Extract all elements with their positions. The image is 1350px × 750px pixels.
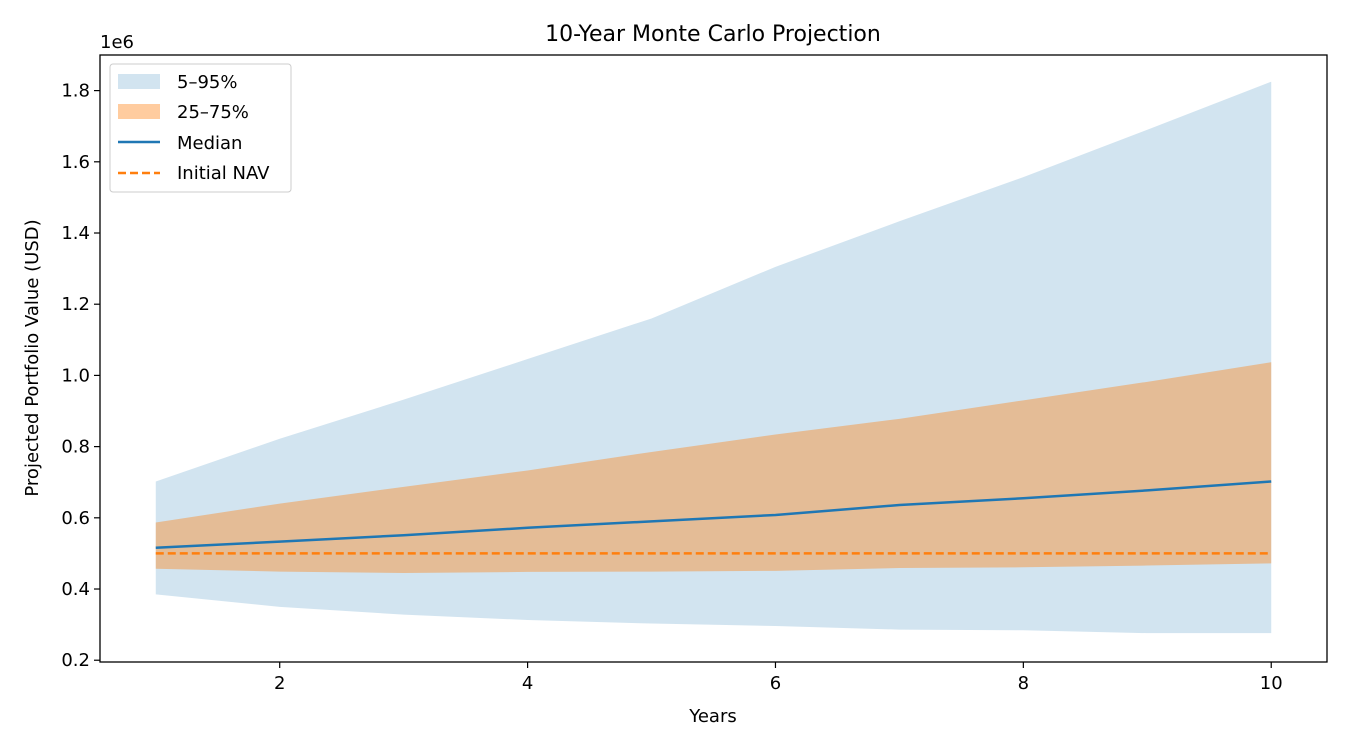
y-tick-label: 0.4 xyxy=(61,579,90,600)
x-axis: 2 4 6 8 10 xyxy=(274,662,1283,694)
legend-swatch-25-75 xyxy=(118,104,160,119)
band-1 xyxy=(155,362,1272,573)
y-tick-label: 0.8 xyxy=(61,437,90,458)
y-axis-offset-text: 1e6 xyxy=(100,32,134,53)
y-tick-label: 1.0 xyxy=(61,365,90,386)
series-line-0 xyxy=(155,480,1272,549)
legend-label-median: Median xyxy=(177,133,242,154)
y-tick-label: 0.2 xyxy=(61,650,90,671)
y-tick-label: 1.2 xyxy=(61,294,90,315)
y-axis: 0.2 0.4 0.6 0.8 1.0 1.2 1.4 1.6 1.8 xyxy=(61,81,100,671)
band-0 xyxy=(155,81,1272,634)
y-tick-label: 1.6 xyxy=(61,152,90,173)
x-tick-label: 2 xyxy=(274,673,285,694)
x-tick-label: 6 xyxy=(770,673,781,694)
legend-swatch-5-95 xyxy=(118,74,160,89)
bands-layer xyxy=(155,81,1272,634)
legend-label-initial-nav: Initial NAV xyxy=(177,163,270,184)
y-axis-label: Projected Portfolio Value (USD) xyxy=(22,219,43,496)
legend: 5–95% 25–75% Median Initial NAV xyxy=(109,63,292,193)
y-tick-label: 0.6 xyxy=(61,508,90,529)
legend-label-25-75: 25–75% xyxy=(177,102,249,123)
y-tick-label: 1.4 xyxy=(61,223,90,244)
legend-frame xyxy=(109,63,292,193)
x-tick-label: 8 xyxy=(1018,673,1029,694)
lines-layer xyxy=(155,480,1272,555)
chart-title: 10-Year Monte Carlo Projection xyxy=(545,22,881,47)
x-tick-label: 4 xyxy=(522,673,533,694)
x-axis-label: Years xyxy=(688,706,737,727)
x-tick-label: 10 xyxy=(1260,673,1283,694)
legend-label-5-95: 5–95% xyxy=(177,72,237,93)
plot-frame xyxy=(99,54,1328,663)
y-tick-label: 1.8 xyxy=(61,81,90,102)
